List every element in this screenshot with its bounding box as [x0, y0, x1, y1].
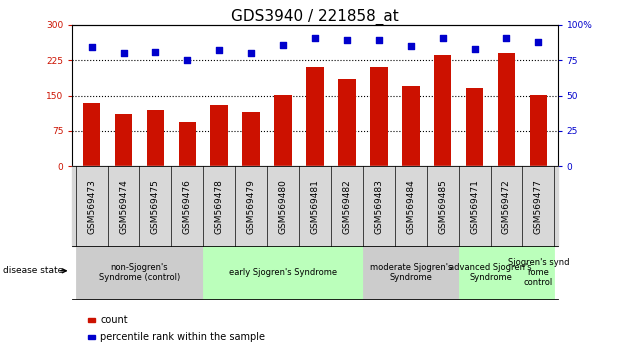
- Point: [246, 50, 256, 56]
- Text: GSM569484: GSM569484: [406, 179, 415, 234]
- Text: GSM569473: GSM569473: [87, 179, 96, 234]
- Point: [151, 49, 161, 55]
- Text: early Sjogren's Syndrome: early Sjogren's Syndrome: [229, 268, 337, 277]
- Bar: [83, 103, 100, 166]
- Point: [310, 35, 320, 40]
- Text: percentile rank within the sample: percentile rank within the sample: [100, 332, 265, 342]
- Bar: [370, 67, 387, 166]
- Text: GSM569475: GSM569475: [151, 179, 160, 234]
- Bar: [306, 67, 324, 166]
- Bar: [147, 110, 164, 166]
- Point: [342, 38, 352, 43]
- Text: Sjogren's synd
rome
control: Sjogren's synd rome control: [508, 258, 569, 287]
- Text: GSM569485: GSM569485: [438, 179, 447, 234]
- Point: [406, 43, 416, 49]
- Text: count: count: [100, 315, 128, 325]
- Bar: [530, 95, 547, 166]
- Bar: [338, 79, 356, 166]
- Text: moderate Sjogren's
Syndrome: moderate Sjogren's Syndrome: [370, 263, 452, 282]
- Point: [182, 57, 192, 63]
- Point: [214, 47, 224, 53]
- Bar: [115, 114, 132, 166]
- Text: GSM569477: GSM569477: [534, 179, 543, 234]
- Point: [501, 35, 512, 40]
- Point: [374, 38, 384, 43]
- Text: GSM569483: GSM569483: [374, 179, 383, 234]
- Bar: [466, 88, 483, 166]
- Point: [438, 35, 448, 40]
- Bar: [498, 53, 515, 166]
- Point: [278, 42, 288, 47]
- Text: GSM569481: GSM569481: [311, 179, 319, 234]
- Bar: [178, 121, 196, 166]
- Text: disease state: disease state: [3, 266, 64, 275]
- Point: [86, 45, 96, 50]
- Text: advanced Sjogren's
Syndrome: advanced Sjogren's Syndrome: [449, 263, 532, 282]
- Bar: [243, 112, 260, 166]
- Text: GSM569480: GSM569480: [278, 179, 287, 234]
- Bar: [402, 86, 420, 166]
- Bar: [274, 95, 292, 166]
- Point: [469, 46, 479, 52]
- Text: GSM569478: GSM569478: [215, 179, 224, 234]
- Text: GSM569472: GSM569472: [502, 179, 511, 234]
- Text: GSM569482: GSM569482: [343, 179, 352, 234]
- Text: GSM569479: GSM569479: [247, 179, 256, 234]
- Text: non-Sjogren's
Syndrome (control): non-Sjogren's Syndrome (control): [99, 263, 180, 282]
- Bar: [434, 56, 452, 166]
- Point: [118, 50, 129, 56]
- Text: GSM569471: GSM569471: [470, 179, 479, 234]
- Text: GSM569474: GSM569474: [119, 179, 128, 234]
- Bar: [210, 105, 228, 166]
- Text: GDS3940 / 221858_at: GDS3940 / 221858_at: [231, 9, 399, 25]
- Point: [534, 39, 544, 45]
- Text: GSM569476: GSM569476: [183, 179, 192, 234]
